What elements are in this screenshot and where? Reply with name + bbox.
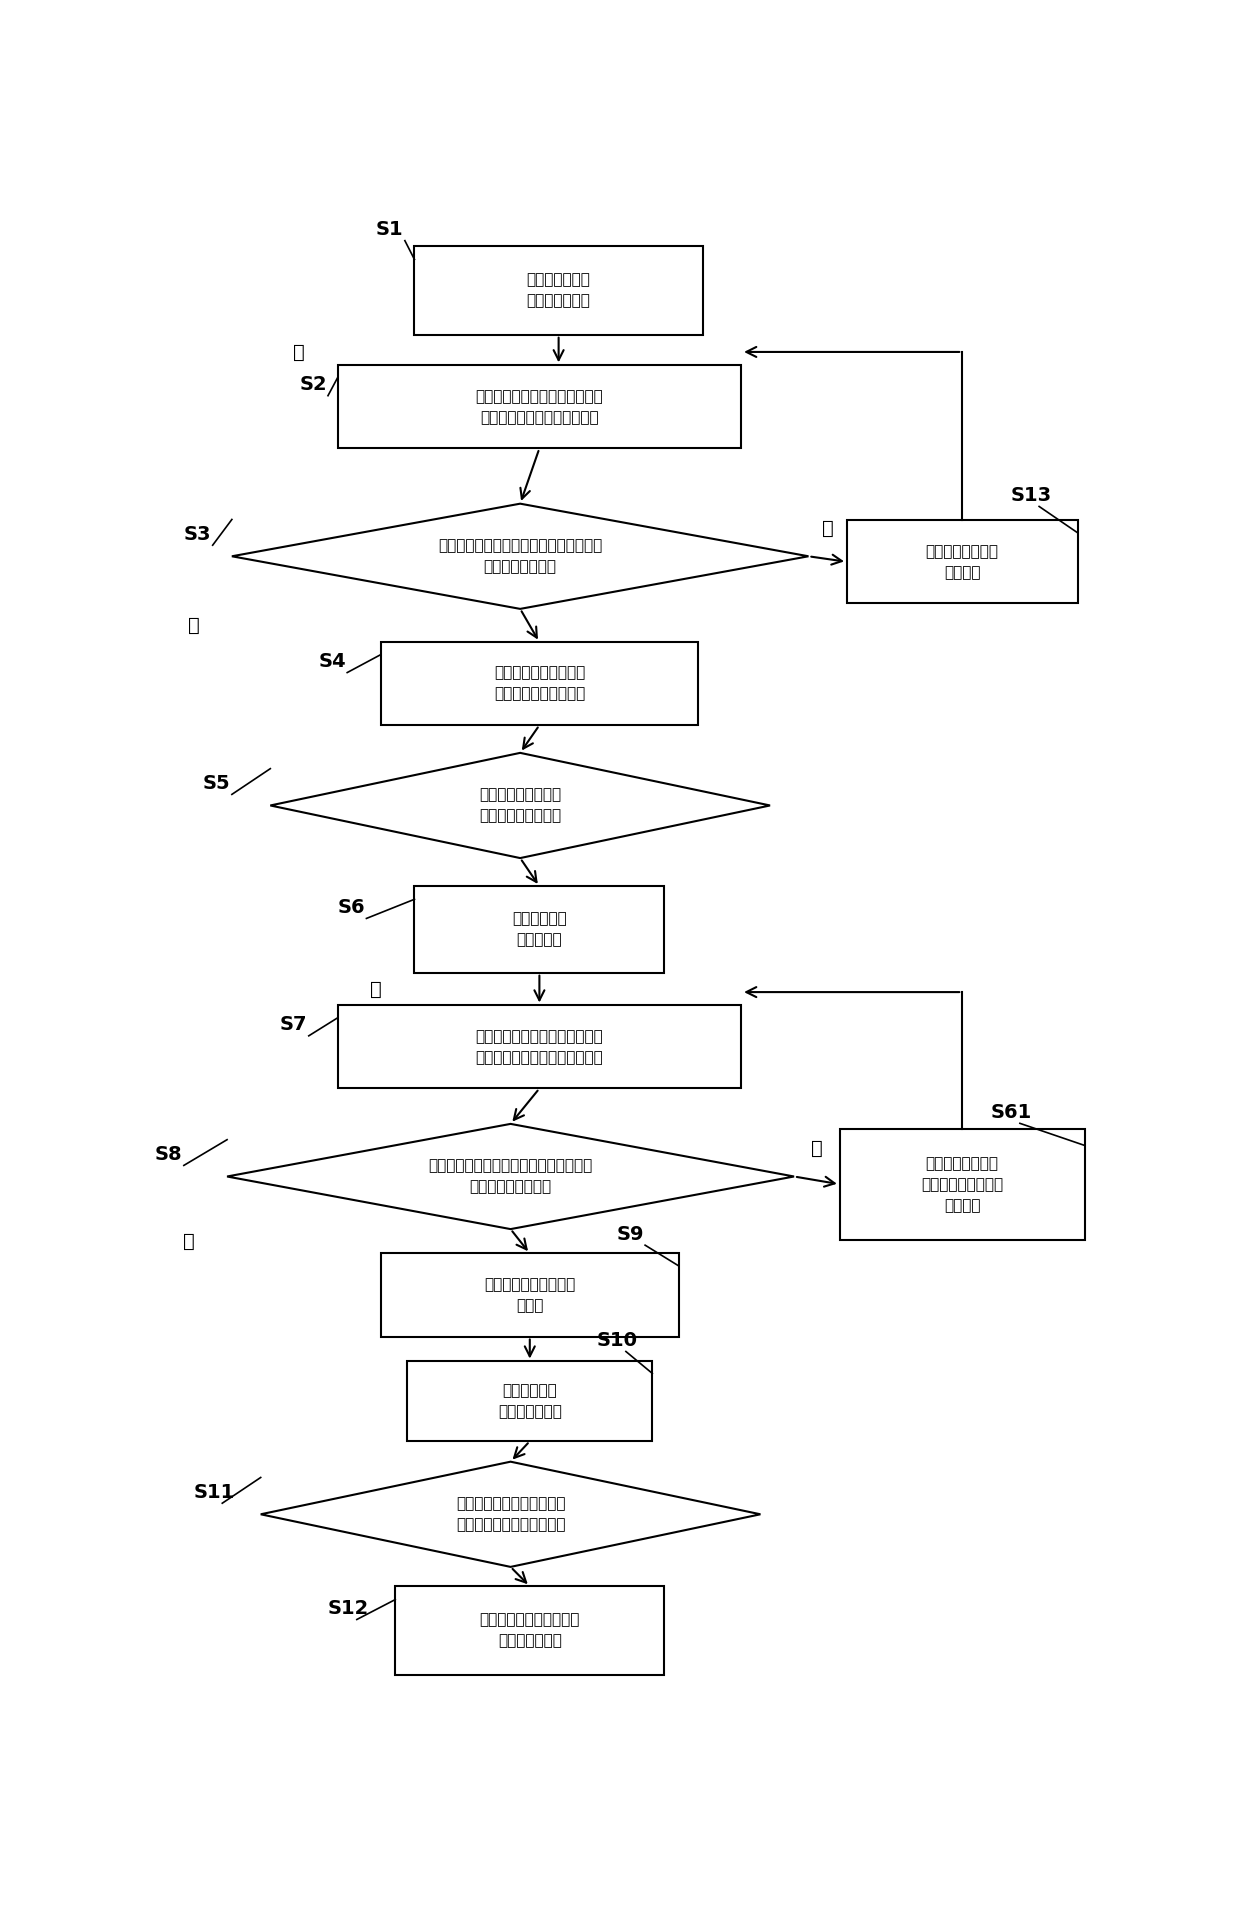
FancyBboxPatch shape xyxy=(396,1586,665,1676)
Text: 是: 是 xyxy=(371,979,382,999)
Polygon shape xyxy=(260,1462,760,1567)
FancyBboxPatch shape xyxy=(407,1362,652,1440)
Text: 是: 是 xyxy=(187,616,200,635)
Text: S13: S13 xyxy=(1011,486,1052,505)
FancyBboxPatch shape xyxy=(337,1006,742,1088)
Text: 创建物料属性
列名动态编码表: 创建物料属性 列名动态编码表 xyxy=(497,1383,562,1419)
Text: 查询不到物料名称，
依据物料序列号查询: 查询不到物料名称， 依据物料序列号查询 xyxy=(479,788,562,823)
Text: 得到最终具体的物料编码
及编码数据内容: 得到最终具体的物料编码 及编码数据内容 xyxy=(480,1613,580,1649)
Text: 数据库中创建不
定度无序树链表: 数据库中创建不 定度无序树链表 xyxy=(527,272,590,308)
Text: S3: S3 xyxy=(184,524,211,543)
Text: 否: 否 xyxy=(811,1140,823,1157)
Text: 是: 是 xyxy=(182,1232,195,1251)
Polygon shape xyxy=(232,503,808,608)
Text: S7: S7 xyxy=(280,1016,308,1035)
FancyBboxPatch shape xyxy=(337,365,742,448)
Text: 数据库中创建
物料序列号: 数据库中创建 物料序列号 xyxy=(512,911,567,947)
Text: 查询该物料名称及该物料名称相
对应的不定度无序树链表编码: 查询该物料名称及该物料名称相 对应的不定度无序树链表编码 xyxy=(475,388,604,425)
Text: 把物料属性列名动态编码表
与树链表的尾链聚积并拼接: 把物料属性列名动态编码表 与树链表的尾链聚积并拼接 xyxy=(456,1496,565,1532)
Polygon shape xyxy=(227,1125,794,1230)
Text: S2: S2 xyxy=(299,375,327,394)
Text: 否: 否 xyxy=(822,518,833,538)
Text: 增加不定度无序树
链表编码相对应的物
料序列号: 增加不定度无序树 链表编码相对应的物 料序列号 xyxy=(921,1155,1003,1213)
FancyBboxPatch shape xyxy=(414,247,703,335)
FancyBboxPatch shape xyxy=(381,1253,678,1337)
Text: S61: S61 xyxy=(991,1102,1033,1121)
Text: S11: S11 xyxy=(193,1483,234,1502)
FancyBboxPatch shape xyxy=(839,1129,1085,1240)
Text: S5: S5 xyxy=(203,775,231,792)
Text: S6: S6 xyxy=(337,897,366,916)
Text: S12: S12 xyxy=(327,1599,370,1618)
Text: 增加不定度无序树
链表编码: 增加不定度无序树 链表编码 xyxy=(926,543,998,580)
FancyBboxPatch shape xyxy=(414,886,665,972)
Text: S9: S9 xyxy=(616,1224,644,1243)
Text: S1: S1 xyxy=(376,220,404,239)
Text: 展示物料名称及该物料
序列号: 展示物料名称及该物料 序列号 xyxy=(484,1278,575,1312)
Text: S4: S4 xyxy=(319,652,346,671)
FancyBboxPatch shape xyxy=(847,520,1078,603)
Polygon shape xyxy=(270,754,770,859)
Text: 是: 是 xyxy=(294,342,305,362)
Text: S8: S8 xyxy=(155,1144,182,1163)
Text: S10: S10 xyxy=(596,1331,639,1351)
Text: 查询该物料名称及该物料名称相
对应的不定度无序树链表序列号: 查询该物料名称及该物料名称相 对应的不定度无序树链表序列号 xyxy=(475,1029,604,1066)
Text: 数据库中是否存在不定度无序树链表编码
相对应的物料名称: 数据库中是否存在不定度无序树链表编码 相对应的物料名称 xyxy=(438,538,603,574)
Text: 展示物料名称及该物料
不定度无序树链表编码: 展示物料名称及该物料 不定度无序树链表编码 xyxy=(494,666,585,702)
FancyBboxPatch shape xyxy=(381,643,698,725)
Text: 数据库中是否存在不定度无序树链表编码
相对应的物料序列号: 数据库中是否存在不定度无序树链表编码 相对应的物料序列号 xyxy=(429,1159,593,1194)
